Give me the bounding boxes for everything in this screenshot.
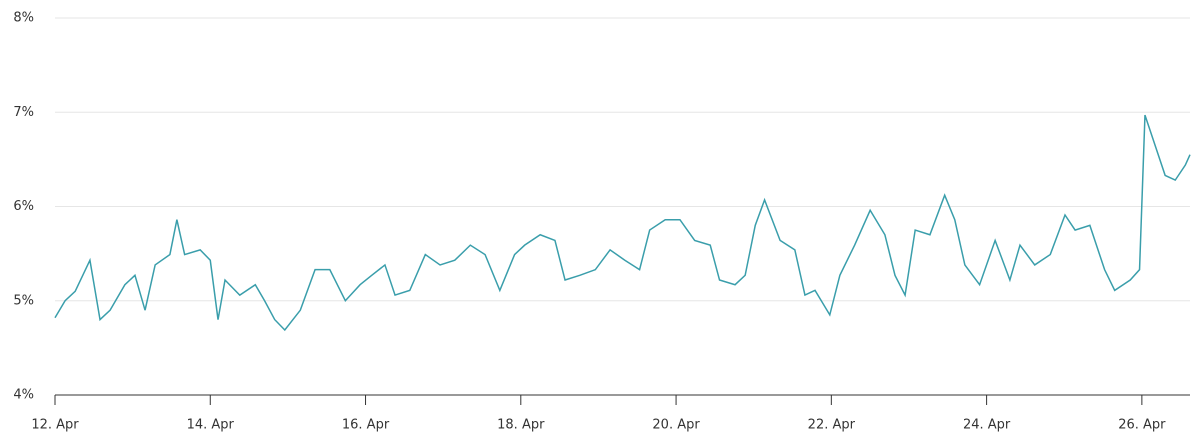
y-tick-label: 6%	[13, 199, 34, 214]
x-tick-label: 14. Apr	[187, 418, 235, 433]
x-tick-label: 18. Apr	[497, 418, 545, 433]
y-tick-label: 5%	[13, 293, 34, 308]
y-tick-label: 4%	[13, 388, 34, 403]
x-tick-label: 22. Apr	[808, 418, 856, 433]
x-tick-label: 12. Apr	[31, 418, 79, 433]
x-tick-label: 26. Apr	[1118, 418, 1166, 433]
x-tick-label: 16. Apr	[342, 418, 390, 433]
x-tick-label: 20. Apr	[652, 418, 700, 433]
y-tick-label: 7%	[13, 105, 34, 120]
x-tick-label: 24. Apr	[963, 418, 1011, 433]
y-tick-label: 8%	[13, 11, 34, 26]
line	[54, 114, 1191, 332]
